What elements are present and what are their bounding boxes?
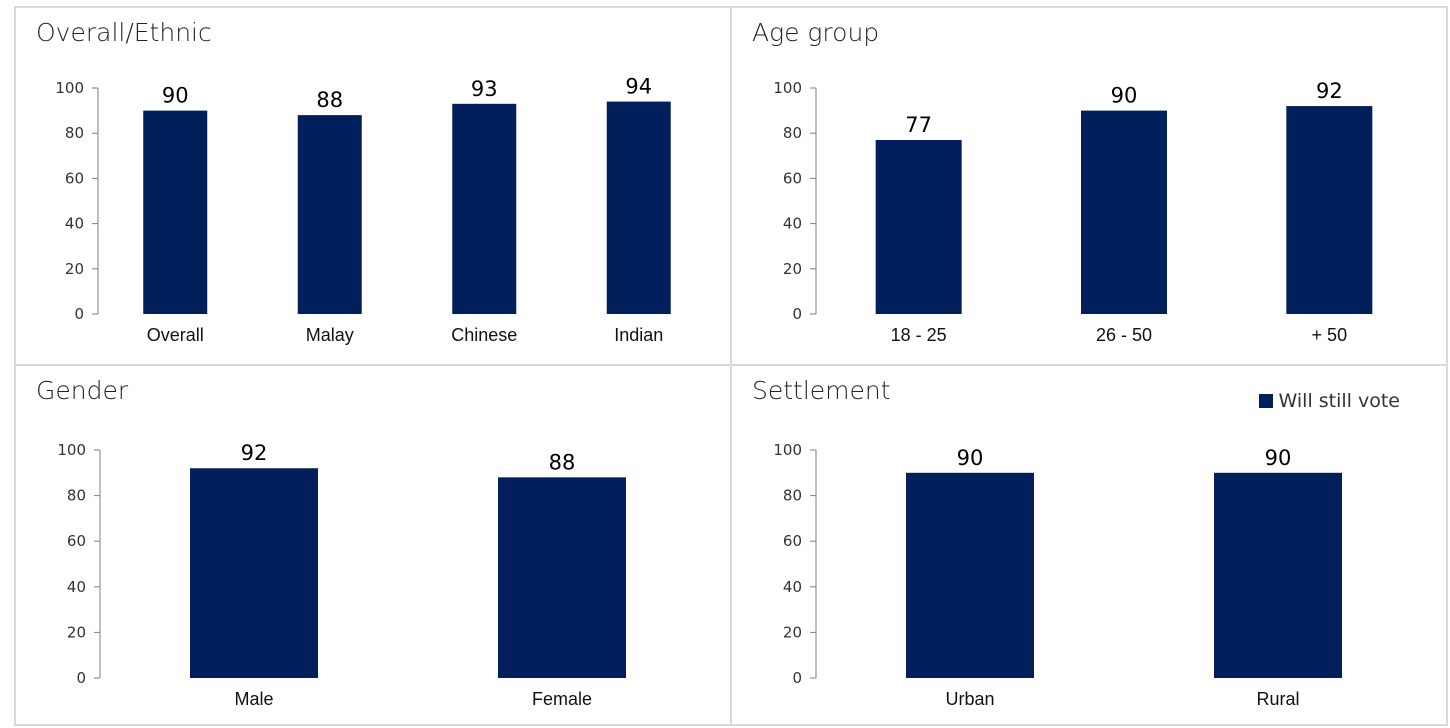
category-label: Malay (306, 325, 354, 345)
chart-title: Age group (752, 18, 880, 47)
category-label: Male (234, 689, 273, 709)
y-tick-label: 100 (773, 441, 802, 459)
y-tick-label: 20 (783, 623, 802, 641)
category-label: Chinese (451, 325, 517, 345)
data-label: 90 (957, 446, 984, 470)
bar (143, 110, 208, 314)
bar (1214, 472, 1342, 678)
y-tick-label: 80 (65, 124, 84, 142)
data-label: 92 (241, 441, 268, 465)
y-tick-label: 20 (783, 260, 802, 278)
data-label: 90 (162, 84, 189, 108)
chart-panel-age-group: Age group 0 20 40 60 80 100 77 18 - 25 90 26 - 50… (730, 6, 1448, 366)
legend-swatch (1258, 394, 1273, 408)
bar (606, 101, 671, 314)
category-label: Urban (945, 689, 994, 709)
bar-chart-age-group: 0 20 40 60 80 100 77 18 - 25 90 26 - 50 92 + 50 (773, 79, 1373, 345)
y-tick-label: 60 (65, 169, 84, 187)
y-tick-label: 80 (67, 487, 86, 505)
bar (452, 103, 517, 314)
y-tick-label: 100 (57, 441, 86, 459)
y-tick-label: 40 (783, 215, 802, 233)
y-tick-label: 0 (792, 305, 802, 323)
chart-title: Gender (36, 376, 129, 405)
bar-chart-gender: 0 20 40 60 80 100 92 Male 88 Female (57, 441, 626, 709)
legend-label: Will still vote (1278, 390, 1400, 412)
category-label: Rural (1256, 689, 1299, 709)
bar (906, 472, 1034, 678)
chart-title: Overall/Ethnic (36, 18, 212, 47)
bar (875, 139, 962, 314)
category-label: 26 - 50 (1096, 325, 1152, 345)
y-tick-label: 0 (76, 669, 86, 687)
chart-title: Settlement (752, 376, 891, 405)
data-label: 93 (471, 77, 498, 101)
y-tick-label: 100 (55, 79, 84, 97)
bar (297, 115, 362, 315)
y-tick-label: 40 (65, 215, 84, 233)
category-label: Indian (614, 325, 663, 345)
bar (1081, 110, 1167, 314)
legend: Will still vote (1258, 390, 1400, 412)
y-tick-label: 40 (783, 578, 802, 596)
y-tick-label: 0 (792, 669, 802, 687)
y-tick-label: 0 (74, 305, 84, 323)
category-label: 18 - 25 (891, 325, 947, 345)
y-tick-label: 100 (773, 79, 802, 97)
category-label: Female (532, 689, 592, 709)
chart-panel-gender: Gender 0 20 40 60 80 100 92 Male 88 Female (14, 364, 732, 726)
y-tick-label: 20 (67, 623, 86, 641)
data-label: 92 (1316, 79, 1343, 103)
chart-panel-settlement: Settlement Will still vote 0 20 40 60 80 100 9… (730, 364, 1448, 726)
y-tick-label: 60 (783, 532, 802, 550)
y-tick-label: 20 (65, 260, 84, 278)
y-tick-label: 60 (67, 532, 86, 550)
data-label: 90 (1265, 446, 1292, 470)
data-label: 94 (625, 75, 652, 99)
data-label: 88 (549, 450, 576, 474)
category-label: Overall (147, 325, 204, 345)
bar (498, 477, 626, 678)
data-label: 77 (905, 113, 932, 137)
y-tick-label: 80 (783, 124, 802, 142)
y-tick-label: 80 (783, 487, 802, 505)
bar-chart-settlement: 0 20 40 60 80 100 90 Urban 90 Rural (773, 441, 1342, 709)
bar (190, 468, 318, 678)
chart-panel-overall-ethnic: Overall/Ethnic 0 20 40 60 80 100 90 Overall 88 Ma… (14, 6, 732, 366)
bar-chart-overall-ethnic: 0 20 40 60 80 100 90 Overall 88 Malay 93 Chinese 94 I… (55, 75, 671, 345)
y-tick-label: 60 (783, 169, 802, 187)
y-tick-label: 40 (67, 578, 86, 596)
bar (1286, 106, 1373, 314)
data-label: 90 (1111, 84, 1138, 108)
category-label: + 50 (1312, 325, 1348, 345)
data-label: 88 (316, 88, 343, 112)
